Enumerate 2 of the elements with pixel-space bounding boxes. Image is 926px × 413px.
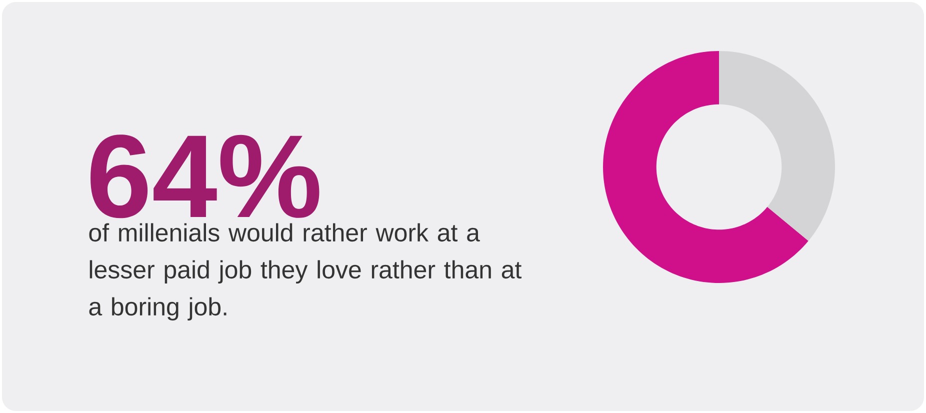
text: of millenials would rather work at a lesser paid job they love rather than at a boring job.	[89, 223, 522, 321]
text: 64%	[90, 134, 320, 218]
